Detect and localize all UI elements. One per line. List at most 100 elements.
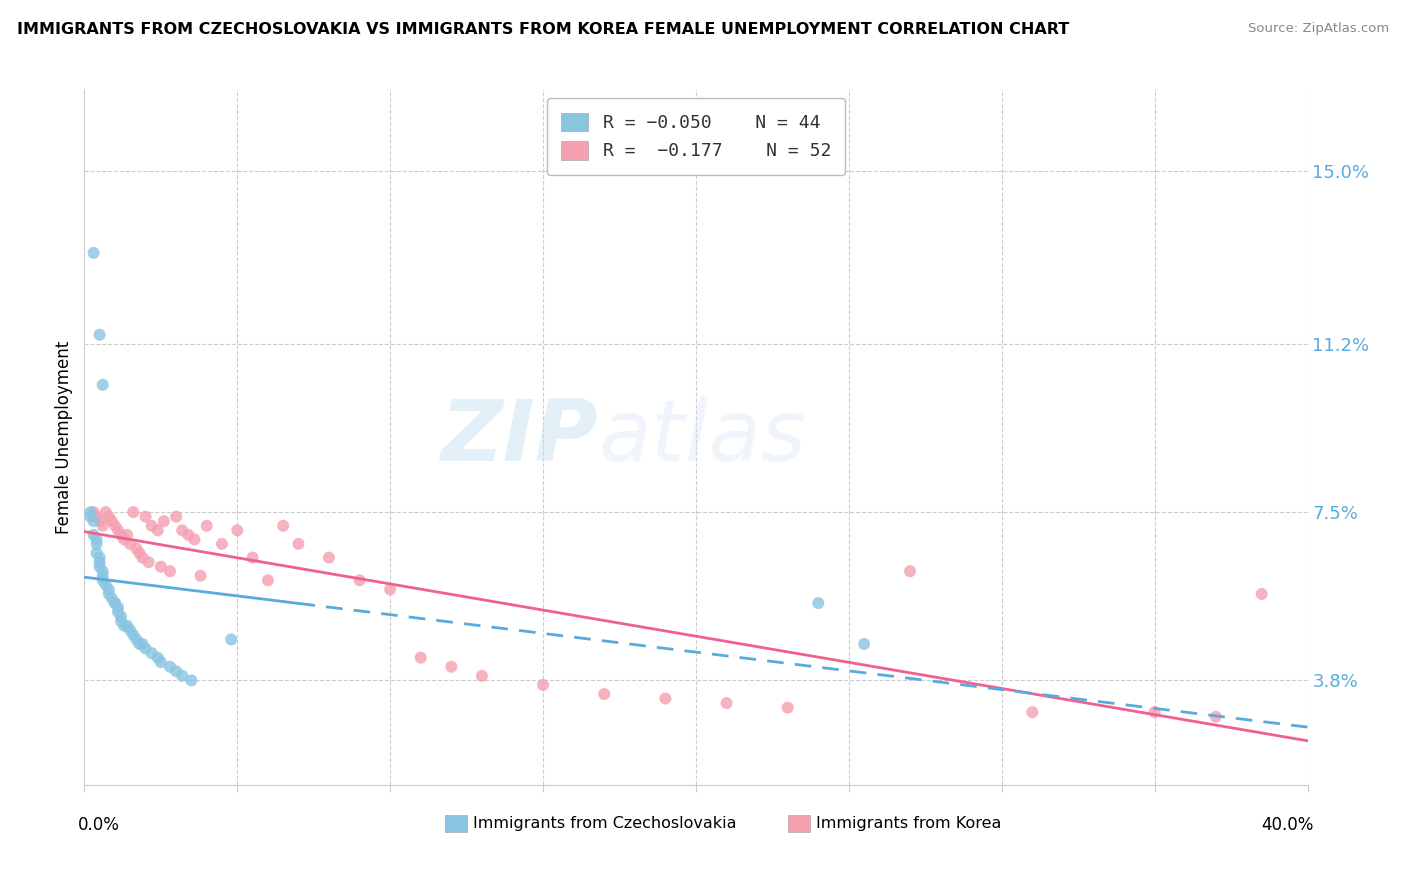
Point [159, 659, 181, 673]
Point [211, 537, 233, 551]
Point [112, 619, 135, 633]
Point [180, 673, 202, 688]
Point [86, 537, 108, 551]
Point [242, 550, 264, 565]
Point [97, 509, 120, 524]
Point [83, 528, 105, 542]
Point [190, 568, 212, 582]
Point [79, 505, 101, 519]
Point [86, 509, 108, 524]
Point [257, 574, 280, 588]
Point [159, 564, 181, 578]
Point [135, 509, 157, 524]
Point [219, 632, 242, 647]
Point [153, 514, 176, 528]
Point [104, 596, 127, 610]
Point [898, 564, 921, 578]
Point [91, 564, 114, 578]
Point [226, 524, 249, 538]
Point [125, 541, 148, 556]
Text: ZIP: ZIP [440, 395, 598, 479]
Point [110, 528, 132, 542]
Point [94, 578, 117, 592]
Point [141, 646, 163, 660]
Point [107, 605, 129, 619]
Point [120, 624, 142, 638]
Point [141, 518, 163, 533]
Text: Source: ZipAtlas.com: Source: ZipAtlas.com [1249, 22, 1389, 36]
Point [271, 518, 294, 533]
Point [165, 665, 187, 679]
Point [110, 609, 132, 624]
Point [349, 574, 371, 588]
Point [115, 528, 138, 542]
Point [531, 678, 554, 692]
Text: 0.0%: 0.0% [79, 816, 120, 834]
Point [131, 637, 153, 651]
Point [83, 505, 105, 519]
Point [131, 550, 153, 565]
Point [135, 641, 157, 656]
Point [83, 514, 105, 528]
Point [716, 696, 738, 710]
Point [380, 582, 402, 597]
Point [107, 600, 129, 615]
Point [101, 514, 124, 528]
Point [97, 587, 120, 601]
Point [146, 524, 169, 538]
Point [149, 559, 172, 574]
Point [440, 659, 463, 673]
Text: 40.0%: 40.0% [1261, 816, 1313, 834]
Point [287, 537, 309, 551]
Point [112, 533, 135, 547]
Point [86, 546, 108, 560]
Point [91, 377, 114, 392]
Point [91, 568, 114, 582]
Point [94, 505, 117, 519]
Point [471, 669, 494, 683]
Point [183, 533, 205, 547]
Point [104, 596, 127, 610]
Point [1250, 587, 1272, 601]
Text: Immigrants from Czechoslovakia: Immigrants from Czechoslovakia [474, 816, 737, 831]
Point [101, 591, 124, 606]
Point [91, 518, 114, 533]
Point [853, 637, 876, 651]
Point [110, 614, 132, 628]
Point [91, 574, 114, 588]
Point [79, 509, 101, 524]
Point [97, 582, 120, 597]
Point [654, 691, 676, 706]
Legend: R = −0.050    N = 44, R =  −0.177    N = 52: R = −0.050 N = 44, R = −0.177 N = 52 [547, 98, 845, 175]
Point [138, 555, 160, 569]
Text: Immigrants from Korea: Immigrants from Korea [815, 816, 1001, 831]
Point [1021, 705, 1043, 719]
Point [107, 524, 129, 538]
Point [89, 550, 111, 565]
Point [89, 555, 111, 569]
Point [89, 514, 111, 528]
Point [146, 650, 169, 665]
Point [104, 518, 127, 533]
Point [172, 524, 194, 538]
Point [165, 509, 187, 524]
Point [807, 596, 830, 610]
Bar [446, 815, 467, 832]
Point [83, 246, 105, 260]
Point [593, 687, 616, 701]
Point [120, 537, 142, 551]
Y-axis label: Female Unemployment: Female Unemployment [55, 341, 73, 533]
Point [172, 669, 194, 683]
Text: atlas: atlas [598, 395, 806, 479]
Point [1143, 705, 1166, 719]
Point [122, 505, 145, 519]
Point [86, 533, 108, 547]
Text: IMMIGRANTS FROM CZECHOSLOVAKIA VS IMMIGRANTS FROM KOREA FEMALE UNEMPLOYMENT CORR: IMMIGRANTS FROM CZECHOSLOVAKIA VS IMMIGR… [17, 22, 1069, 37]
Point [122, 628, 145, 642]
Point [776, 700, 799, 714]
Point [128, 637, 150, 651]
Bar [787, 815, 810, 832]
Point [89, 327, 111, 342]
Point [409, 650, 432, 665]
Point [318, 550, 340, 565]
